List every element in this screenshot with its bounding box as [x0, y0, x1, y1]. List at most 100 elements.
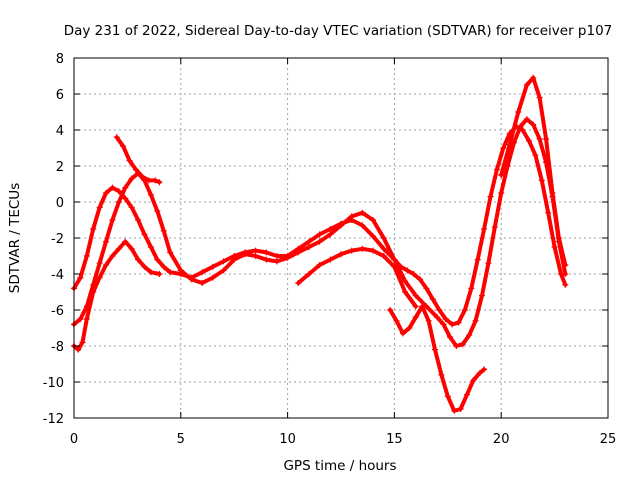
data-point: [555, 235, 562, 241]
data-point: [122, 184, 129, 191]
data-point: [135, 217, 142, 223]
data-point: [75, 346, 82, 353]
y-tick-label: -10: [43, 376, 64, 391]
data-point: [449, 321, 456, 328]
data-point: [209, 263, 216, 270]
data-point: [562, 271, 569, 277]
data-point: [538, 177, 545, 184]
data-point: [517, 123, 524, 130]
data-point: [481, 366, 488, 373]
data-point: [500, 145, 507, 151]
chart-title: Day 231 of 2022, Sidereal Day-to-day VTE…: [64, 23, 613, 39]
data-point: [96, 274, 103, 281]
data-point: [485, 260, 492, 267]
data-point: [209, 274, 216, 281]
data-point: [380, 245, 387, 252]
series-track-f: [498, 74, 569, 268]
y-tick-label: -2: [51, 232, 64, 247]
data-point: [451, 407, 458, 414]
x-tick-label: 20: [493, 432, 510, 447]
data-point: [387, 307, 394, 313]
data-point: [263, 249, 270, 256]
data-point: [438, 371, 445, 378]
data-point: [498, 190, 505, 196]
data-point: [493, 166, 500, 173]
data-point: [109, 253, 116, 259]
data-point: [468, 285, 475, 292]
data-point: [412, 303, 419, 310]
data-point: [412, 292, 419, 299]
data-point: [402, 278, 409, 285]
data-point: [359, 209, 366, 216]
y-tick-label: -8: [51, 340, 64, 355]
data-point: [305, 238, 312, 245]
data-point: [338, 222, 344, 229]
data-point: [436, 307, 443, 313]
data-point: [543, 136, 550, 142]
data-point: [348, 247, 355, 254]
data-point: [96, 260, 103, 267]
data-point: [472, 317, 479, 324]
data-point: [241, 251, 248, 258]
data-point: [549, 190, 556, 196]
data-point: [474, 256, 481, 263]
data-point: [434, 314, 441, 321]
y-tick-label: 0: [56, 196, 64, 211]
data-point: [103, 190, 110, 196]
data-point: [399, 330, 406, 337]
data-point: [491, 224, 498, 231]
data-point: [220, 267, 227, 274]
data-point: [109, 217, 116, 223]
data-point: [154, 208, 161, 214]
y-tick-label: 4: [56, 124, 64, 139]
data-point: [295, 249, 302, 256]
data-point: [455, 319, 462, 326]
y-axis-label: SDTVAR / TECUs: [7, 183, 23, 293]
data-point: [77, 274, 84, 281]
data-point: [115, 188, 122, 195]
series-track-d: [113, 134, 163, 186]
data-point: [122, 195, 129, 202]
data-point: [545, 209, 552, 216]
data-point: [103, 262, 110, 268]
data-point: [141, 231, 148, 238]
x-tick-label: 0: [70, 432, 78, 447]
data-point: [115, 245, 122, 252]
data-point: [370, 217, 377, 223]
data-point: [402, 289, 409, 295]
data-point: [327, 226, 334, 232]
x-tick-label: 15: [386, 432, 403, 447]
data-point: [154, 256, 161, 263]
data-point: [444, 393, 451, 400]
series-line: [296, 246, 418, 309]
y-tick-label: 2: [56, 160, 64, 175]
data-point: [417, 276, 424, 283]
data-point: [177, 267, 184, 274]
data-point: [359, 222, 366, 229]
data-point: [476, 370, 483, 376]
data-point: [457, 406, 464, 412]
data-point: [506, 141, 513, 148]
data-point: [145, 177, 152, 184]
data-point: [446, 334, 453, 340]
data-point: [515, 109, 522, 115]
y-tick-label: 6: [56, 88, 64, 103]
data-point: [523, 82, 530, 88]
data-point: [393, 317, 400, 324]
data-point: [412, 314, 419, 321]
data-point: [122, 238, 129, 245]
data-point: [404, 267, 411, 274]
data-point: [316, 238, 323, 245]
data-point: [562, 281, 569, 288]
grid: [74, 58, 608, 418]
data-point: [359, 245, 366, 252]
data-point: [126, 157, 133, 164]
y-tick-label: 8: [56, 52, 64, 67]
data-point: [410, 271, 417, 277]
data-point: [147, 191, 154, 198]
data-point: [419, 303, 426, 310]
data-point: [128, 175, 135, 182]
series-line: [499, 75, 568, 267]
data-point: [523, 116, 530, 123]
data-point: [431, 346, 438, 353]
